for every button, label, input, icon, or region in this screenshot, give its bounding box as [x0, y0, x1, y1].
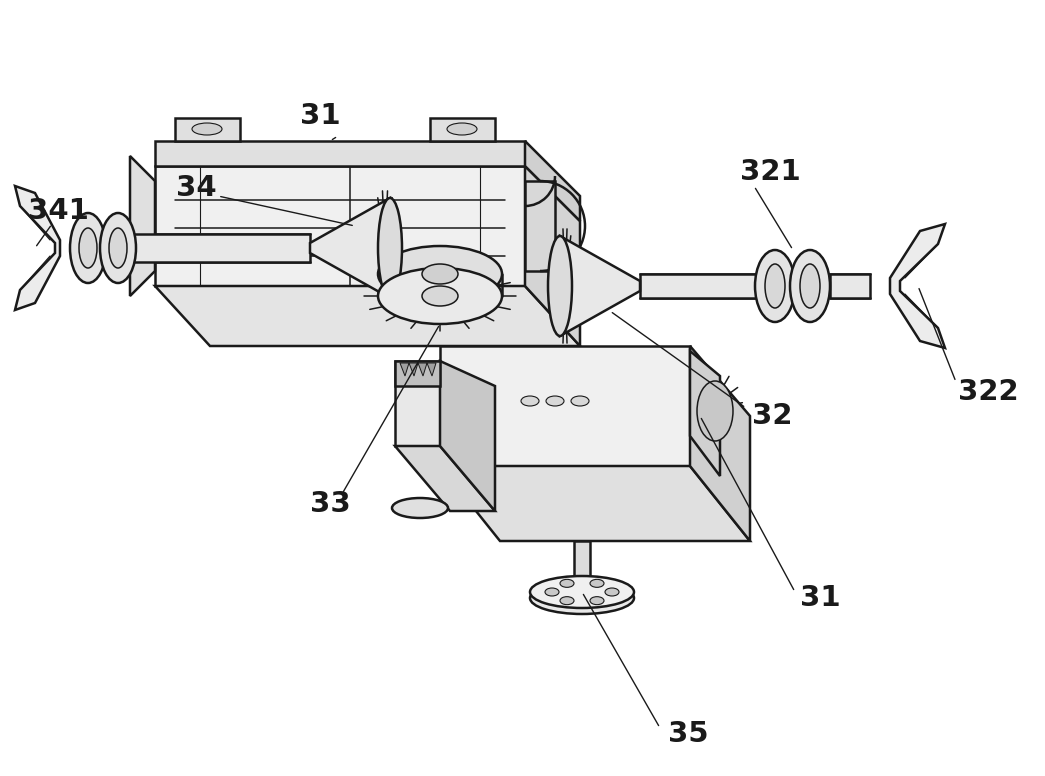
- Ellipse shape: [530, 576, 634, 608]
- Polygon shape: [400, 363, 409, 376]
- Polygon shape: [15, 186, 60, 310]
- Polygon shape: [690, 351, 720, 476]
- Polygon shape: [690, 346, 750, 541]
- Text: 35: 35: [668, 720, 709, 748]
- Ellipse shape: [560, 597, 574, 605]
- Ellipse shape: [590, 597, 604, 605]
- Text: 341: 341: [28, 197, 89, 225]
- Ellipse shape: [560, 580, 574, 587]
- Polygon shape: [395, 446, 495, 511]
- Ellipse shape: [548, 236, 572, 336]
- Polygon shape: [640, 274, 760, 298]
- Ellipse shape: [590, 580, 604, 587]
- Ellipse shape: [100, 213, 136, 283]
- Ellipse shape: [109, 228, 127, 268]
- Ellipse shape: [422, 264, 458, 284]
- Text: 31: 31: [300, 102, 341, 130]
- Text: 33: 33: [310, 490, 351, 518]
- Text: 32: 32: [752, 402, 792, 430]
- Ellipse shape: [530, 582, 634, 614]
- Ellipse shape: [800, 264, 820, 308]
- Polygon shape: [418, 363, 427, 376]
- Polygon shape: [525, 181, 555, 271]
- Polygon shape: [427, 363, 436, 376]
- Polygon shape: [395, 361, 440, 386]
- Ellipse shape: [571, 396, 589, 406]
- Ellipse shape: [605, 588, 619, 596]
- Polygon shape: [130, 156, 155, 296]
- Ellipse shape: [754, 250, 795, 322]
- Ellipse shape: [378, 268, 502, 324]
- Polygon shape: [440, 466, 750, 541]
- Ellipse shape: [192, 123, 222, 135]
- Ellipse shape: [392, 498, 448, 518]
- Text: 321: 321: [740, 158, 800, 186]
- Polygon shape: [175, 118, 240, 141]
- Polygon shape: [440, 346, 690, 466]
- Polygon shape: [890, 224, 945, 348]
- Ellipse shape: [79, 228, 97, 268]
- Polygon shape: [574, 541, 590, 581]
- Polygon shape: [429, 118, 495, 141]
- Text: 34: 34: [176, 174, 216, 202]
- Polygon shape: [440, 361, 495, 511]
- Polygon shape: [155, 166, 525, 286]
- Ellipse shape: [521, 396, 539, 406]
- Polygon shape: [155, 141, 525, 166]
- Polygon shape: [80, 234, 310, 262]
- Polygon shape: [395, 361, 440, 446]
- Polygon shape: [525, 166, 580, 346]
- Ellipse shape: [70, 213, 106, 283]
- Ellipse shape: [378, 198, 402, 298]
- Polygon shape: [310, 198, 390, 298]
- Ellipse shape: [765, 264, 785, 308]
- Ellipse shape: [545, 396, 564, 406]
- Polygon shape: [155, 286, 580, 346]
- Polygon shape: [830, 274, 870, 298]
- Text: 31: 31: [800, 584, 840, 612]
- Ellipse shape: [697, 381, 733, 441]
- Text: 322: 322: [958, 378, 1019, 406]
- Polygon shape: [525, 141, 580, 221]
- Polygon shape: [409, 363, 418, 376]
- Ellipse shape: [790, 250, 830, 322]
- Ellipse shape: [447, 123, 477, 135]
- Ellipse shape: [422, 286, 458, 306]
- Polygon shape: [560, 236, 640, 336]
- Ellipse shape: [378, 246, 502, 302]
- Ellipse shape: [545, 588, 559, 596]
